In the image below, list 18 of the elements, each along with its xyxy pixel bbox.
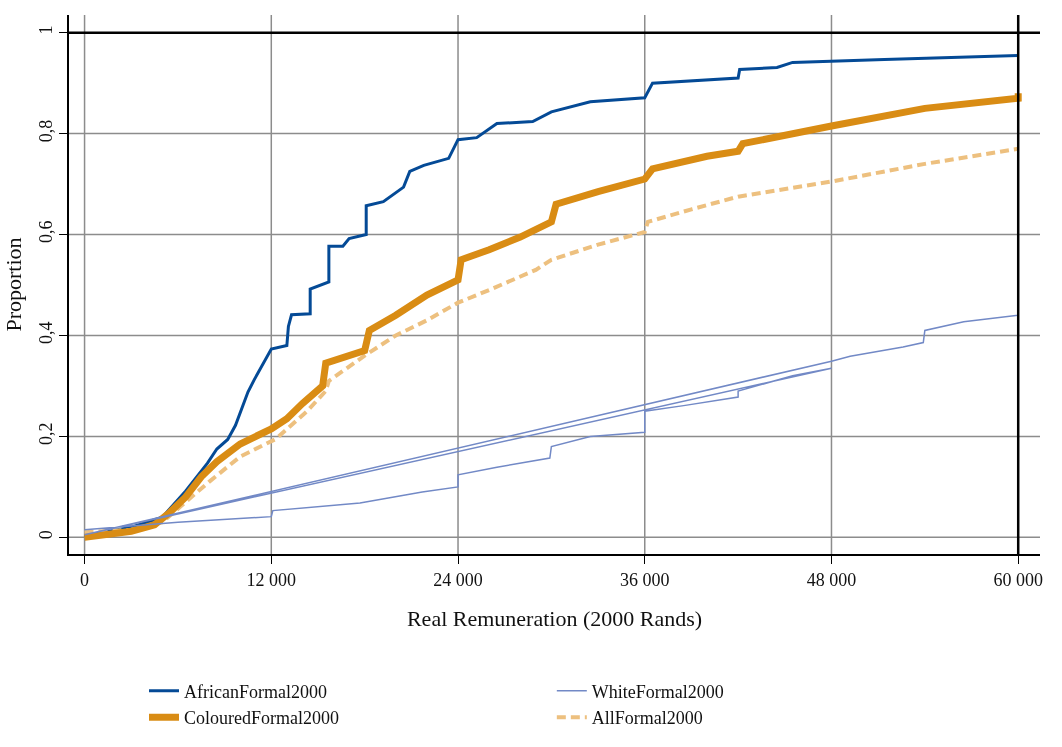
y-axis-title: Proportion <box>1 237 27 332</box>
x-axis-title: Real Remuneration (2000 Rands) <box>406 606 703 631</box>
y-tick-label: 0,8 <box>35 119 56 143</box>
legend-label: WhiteFormal2000 <box>591 681 724 702</box>
x-tick-label: 48 000 <box>806 569 857 590</box>
y-tick-label: 0 <box>35 530 56 540</box>
x-tick-label: 60 000 <box>993 569 1043 590</box>
x-tick-label: 12 000 <box>246 569 297 590</box>
x-tick-label: 24 000 <box>433 569 483 590</box>
legend-label: AllFormal2000 <box>591 708 703 729</box>
y-tick-label: 0,6 <box>35 220 56 244</box>
y-tick-label: 0,4 <box>35 321 56 345</box>
legend-label: ColouredFormal2000 <box>184 708 339 729</box>
y-tick-label: 0,2 <box>35 422 56 445</box>
x-tick-label: 36 000 <box>620 569 670 590</box>
x-tick-label: 0 <box>80 569 90 590</box>
legend-label: AfricanFormal2000 <box>184 681 327 702</box>
y-tick-label: 1 <box>35 25 56 35</box>
